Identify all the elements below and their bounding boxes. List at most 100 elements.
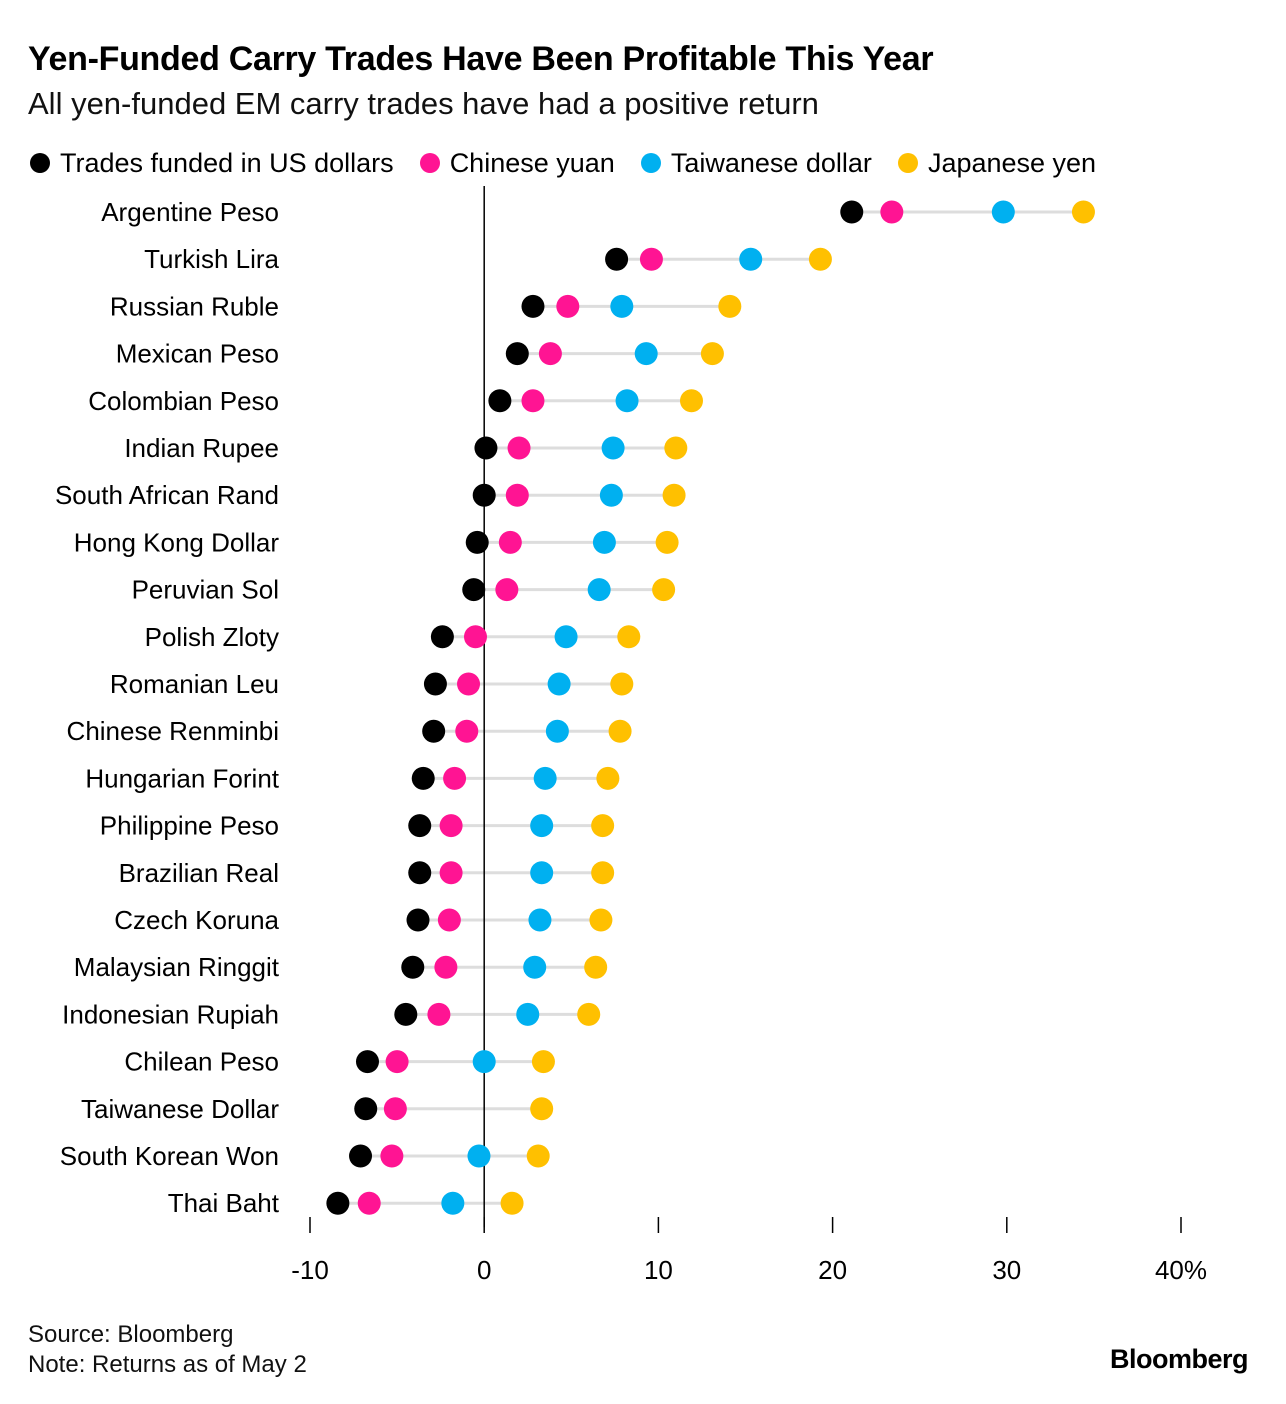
- dot-usd-south-african-rand: [472, 483, 496, 507]
- dot-usd-polish-zloty: [430, 625, 454, 649]
- dot-cny-russian-ruble: [556, 294, 580, 318]
- legend-item-usd: Trades funded in US dollars: [30, 148, 394, 179]
- legend-label-usd: Trades funded in US dollars: [60, 147, 394, 178]
- dot-twd-colombian-peso: [615, 389, 639, 413]
- dot-jpy-mexican-peso: [700, 342, 724, 366]
- dot-twd-indonesian-rupiah: [516, 1002, 540, 1026]
- category-label: Peruvian Sol: [132, 575, 279, 605]
- x-tick-label: 0: [477, 1255, 491, 1285]
- dot-cny-hong-kong-dollar: [498, 530, 522, 554]
- legend-swatch-usd: [30, 153, 50, 173]
- dot-jpy-peruvian-sol: [652, 578, 676, 602]
- dot-jpy-hungarian-forint: [596, 766, 620, 790]
- dot-twd-thai-baht: [441, 1191, 465, 1215]
- dot-twd-philippine-peso: [530, 814, 554, 838]
- legend-label-twd: Taiwanese dollar: [670, 147, 872, 178]
- category-label: Russian Ruble: [110, 291, 279, 321]
- dot-usd-malaysian-ringgit: [401, 955, 425, 979]
- dot-twd-south-african-rand: [599, 483, 623, 507]
- dot-jpy-south-african-rand: [662, 483, 686, 507]
- dot-jpy-indian-rupee: [664, 436, 688, 460]
- source-note: Source: Bloomberg: [28, 1321, 234, 1348]
- dot-twd-brazilian-real: [530, 861, 554, 885]
- category-label: Brazilian Real: [119, 858, 279, 888]
- dot-jpy-polish-zloty: [617, 625, 641, 649]
- category-label: South Korean Won: [60, 1141, 279, 1171]
- dot-twd-peruvian-sol: [587, 578, 611, 602]
- legend-swatch-twd: [640, 153, 661, 173]
- dot-twd-hungarian-forint: [533, 766, 557, 790]
- dot-jpy-chinese-renminbi: [608, 719, 632, 743]
- dot-jpy-russian-ruble: [718, 294, 742, 318]
- dot-jpy-philippine-peso: [591, 814, 615, 838]
- dot-cny-turkish-lira: [639, 247, 663, 271]
- dot-cny-taiwanese-dollar: [383, 1097, 407, 1121]
- category-label: Chilean Peso: [124, 1047, 279, 1077]
- dot-twd-south-korean-won: [467, 1144, 491, 1168]
- dot-jpy-indonesian-rupiah: [577, 1002, 601, 1026]
- dot-usd-brazilian-real: [408, 861, 432, 885]
- category-label: Taiwanese Dollar: [81, 1094, 279, 1124]
- legend-item-twd: Taiwanese dollar: [640, 147, 872, 179]
- dot-jpy-south-korean-won: [526, 1144, 550, 1168]
- dot-cny-chilean-peso: [385, 1050, 409, 1074]
- dot-twd-chinese-renminbi: [545, 719, 569, 743]
- dot-twd-romanian-leu: [547, 672, 571, 696]
- dot-twd-hong-kong-dollar: [592, 530, 616, 554]
- category-label: Thai Baht: [168, 1188, 280, 1218]
- category-label: Indian Rupee: [124, 433, 279, 463]
- category-label: South African Rand: [55, 480, 279, 510]
- dot-cny-colombian-peso: [521, 389, 545, 413]
- dot-usd-philippine-peso: [408, 814, 432, 838]
- bloomberg-logo: Bloomberg: [1109, 1344, 1249, 1374]
- legend-label-jpy: Japanese yen: [927, 147, 1097, 178]
- category-label: Malaysian Ringgit: [74, 952, 280, 982]
- dot-twd-indian-rupee: [601, 436, 625, 460]
- dot-twd-mexican-peso: [634, 342, 658, 366]
- dot-usd-romanian-leu: [423, 672, 447, 696]
- chart-subtitle: All yen-funded EM carry trades have had …: [28, 86, 819, 121]
- dot-usd-peruvian-sol: [462, 578, 486, 602]
- category-label: Colombian Peso: [88, 386, 279, 416]
- dot-jpy-hong-kong-dollar: [655, 530, 679, 554]
- legend-swatch-cny: [419, 153, 440, 173]
- category-label: Czech Koruna: [114, 905, 279, 935]
- x-tick-label: 30: [992, 1255, 1021, 1285]
- dot-cny-indonesian-rupiah: [427, 1002, 451, 1026]
- dot-cny-philippine-peso: [439, 814, 463, 838]
- category-label: Hong Kong Dollar: [74, 527, 280, 557]
- category-label: Turkish Lira: [144, 244, 279, 274]
- dot-cny-hungarian-forint: [443, 766, 467, 790]
- dot-usd-thai-baht: [326, 1191, 350, 1215]
- category-label: Hungarian Forint: [85, 763, 279, 793]
- legend-label-cny: Chinese yuan: [449, 147, 615, 178]
- dot-usd-mexican-peso: [505, 342, 529, 366]
- category-label: Indonesian Rupiah: [62, 999, 279, 1029]
- x-tick-label: 10: [644, 1255, 673, 1285]
- dot-usd-czech-koruna: [406, 908, 430, 932]
- dot-usd-russian-ruble: [521, 294, 545, 318]
- dot-cny-peruvian-sol: [495, 578, 519, 602]
- category-label: Polish Zloty: [145, 622, 279, 652]
- dot-cny-south-korean-won: [380, 1144, 404, 1168]
- category-label: Mexican Peso: [116, 339, 279, 369]
- dot-cny-romanian-leu: [457, 672, 481, 696]
- dot-jpy-taiwanese-dollar: [530, 1097, 554, 1121]
- dot-twd-malaysian-ringgit: [523, 955, 547, 979]
- dot-cny-mexican-peso: [538, 342, 562, 366]
- category-label: Philippine Peso: [100, 811, 279, 841]
- dot-usd-colombian-peso: [488, 389, 512, 413]
- dot-jpy-colombian-peso: [679, 389, 703, 413]
- dot-twd-russian-ruble: [610, 294, 634, 318]
- dot-usd-indian-rupee: [474, 436, 498, 460]
- dot-cny-brazilian-real: [439, 861, 463, 885]
- dot-cny-polish-zloty: [463, 625, 487, 649]
- dot-jpy-turkish-lira: [808, 247, 832, 271]
- dot-twd-czech-koruna: [528, 908, 552, 932]
- footer: Source: Bloomberg Note: Returns as of Ma…: [28, 1320, 307, 1380]
- legend: Trades funded in US dollars Chinese yuan…: [30, 146, 1122, 180]
- dot-usd-chilean-peso: [355, 1050, 379, 1074]
- dot-cny-argentine-peso: [880, 200, 904, 224]
- dot-jpy-malaysian-ringgit: [584, 955, 608, 979]
